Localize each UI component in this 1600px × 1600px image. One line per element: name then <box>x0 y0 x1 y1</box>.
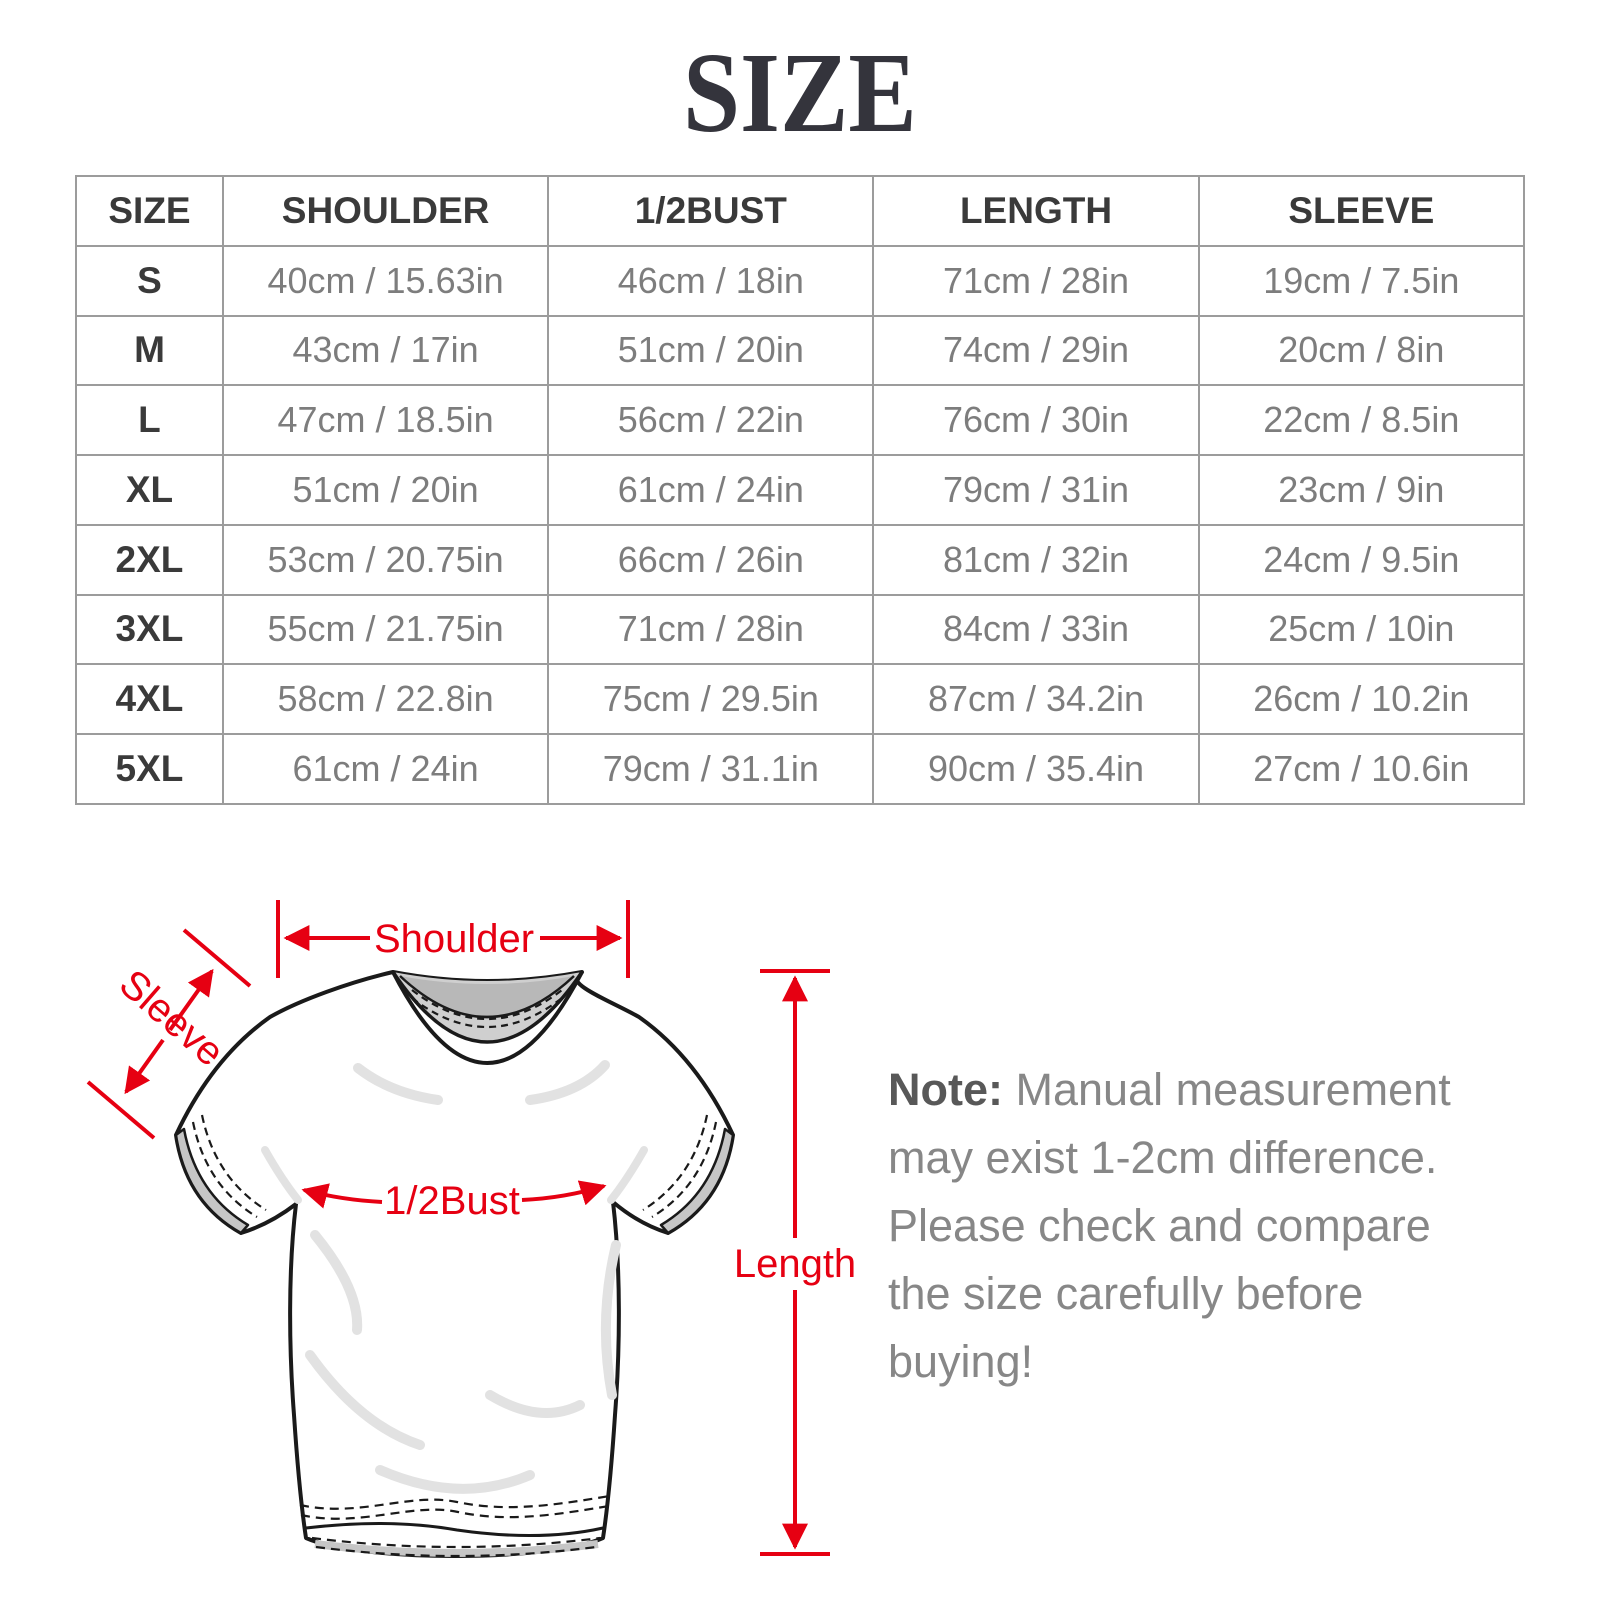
bust-cell: 79cm / 31.1in <box>547 733 875 805</box>
shoulder-cell: 43cm / 17in <box>221 314 550 387</box>
bust-cell: 61cm / 24in <box>547 454 875 526</box>
length-cell: 79cm / 31in <box>872 454 1200 526</box>
table-row: 4XL 58cm / 22.8in 75cm / 29.5in 87cm / 3… <box>75 663 1526 736</box>
shoulder-arrow <box>276 900 630 978</box>
size-cell: L <box>75 384 224 457</box>
tshirt-illustration <box>174 970 735 1558</box>
length-cell: 74cm / 29in <box>872 314 1200 387</box>
length-cell: 81cm / 32in <box>872 523 1200 596</box>
header-size: SIZE <box>75 175 224 247</box>
sleeve-label: Sleeve <box>111 961 232 1074</box>
bust-arrow <box>301 1180 607 1209</box>
bust-cell: 51cm / 20in <box>547 314 875 387</box>
table-row: M 43cm / 17in 51cm / 20in 74cm / 29in 20… <box>75 314 1526 387</box>
bust-cell: 75cm / 29.5in <box>547 663 875 736</box>
size-cell: 5XL <box>75 733 224 805</box>
table-row: 3XL 55cm / 21.75in 71cm / 28in 84cm / 33… <box>75 593 1526 666</box>
shoulder-label: Shoulder <box>374 917 534 961</box>
bust-label: 1/2Bust <box>384 1179 520 1223</box>
sleeve-cell: 23cm / 9in <box>1197 454 1526 526</box>
size-table: SIZE SHOULDER 1/2BUST LENGTH SLEEVE S 40… <box>75 175 1526 805</box>
note-body: Manual measurement may exist 1-2cm diffe… <box>888 1064 1451 1387</box>
shoulder-cell: 53cm / 20.75in <box>221 523 550 596</box>
header-sleeve: SLEEVE <box>1197 175 1526 247</box>
length-cell: 84cm / 33in <box>872 593 1200 666</box>
note-prefix: Note: <box>888 1064 1003 1115</box>
left-cuff <box>174 1114 267 1235</box>
table-row: 5XL 61cm / 24in 79cm / 31.1in 90cm / 35.… <box>75 733 1526 805</box>
size-cell: 2XL <box>75 523 224 596</box>
bust-cell: 66cm / 26in <box>547 523 875 596</box>
sleeve-cell: 25cm / 10in <box>1197 593 1526 666</box>
sleeve-cell: 19cm / 7.5in <box>1197 244 1526 317</box>
bottom-hem <box>299 1494 611 1558</box>
table-row: 2XL 53cm / 20.75in 66cm / 26in 81cm / 32… <box>75 523 1526 596</box>
table-row: XL 51cm / 20in 61cm / 24in 79cm / 31in 2… <box>75 454 1526 526</box>
size-cell: XL <box>75 454 224 526</box>
shoulder-cell: 55cm / 21.75in <box>221 593 550 666</box>
tshirt-measurement-diagram: Shoulder Sleeve 1/2Bust Length <box>86 900 856 1558</box>
sleeve-cell: 26cm / 10.2in <box>1197 663 1526 736</box>
shoulder-cell: 51cm / 20in <box>221 454 550 526</box>
length-arrow <box>760 969 830 1556</box>
bust-cell: 46cm / 18in <box>547 244 875 317</box>
table-header-row: SIZE SHOULDER 1/2BUST LENGTH SLEEVE <box>75 175 1526 247</box>
tshirt-outline <box>174 970 735 1558</box>
length-cell: 87cm / 34.2in <box>872 663 1200 736</box>
header-bust: 1/2BUST <box>547 175 875 247</box>
size-cell: 4XL <box>75 663 224 736</box>
shoulder-cell: 61cm / 24in <box>221 733 550 805</box>
size-cell: S <box>75 244 224 317</box>
sleeve-cell: 27cm / 10.6in <box>1197 733 1526 805</box>
collar <box>391 971 584 1065</box>
table-row: L 47cm / 18.5in 56cm / 22in 76cm / 30in … <box>75 384 1526 457</box>
sleeve-cell: 22cm / 8.5in <box>1197 384 1526 457</box>
header-shoulder: SHOULDER <box>221 175 550 247</box>
bust-cell: 71cm / 28in <box>547 593 875 666</box>
shoulder-cell: 58cm / 22.8in <box>221 663 550 736</box>
sleeve-cell: 24cm / 9.5in <box>1197 523 1526 596</box>
bust-cell: 56cm / 22in <box>547 384 875 457</box>
sleeve-cell: 20cm / 8in <box>1197 314 1526 387</box>
length-cell: 71cm / 28in <box>872 244 1200 317</box>
length-cell: 76cm / 30in <box>872 384 1200 457</box>
right-cuff <box>642 1114 735 1235</box>
note-text: Note: Manual measurement may exist 1-2cm… <box>888 1056 1494 1396</box>
shoulder-cell: 40cm / 15.63in <box>221 244 550 317</box>
shoulder-cell: 47cm / 18.5in <box>221 384 550 457</box>
page-title: SIZE <box>683 29 917 156</box>
fabric-wrinkles <box>261 1060 648 1494</box>
sleeve-arrow <box>86 928 252 1140</box>
length-label: Length <box>734 1242 856 1286</box>
table-row: S 40cm / 15.63in 46cm / 18in 71cm / 28in… <box>75 244 1526 317</box>
measurement-annotations <box>86 900 830 1556</box>
size-cell: M <box>75 314 224 387</box>
size-cell: 3XL <box>75 593 224 666</box>
length-cell: 90cm / 35.4in <box>872 733 1200 805</box>
header-length: LENGTH <box>872 175 1200 247</box>
